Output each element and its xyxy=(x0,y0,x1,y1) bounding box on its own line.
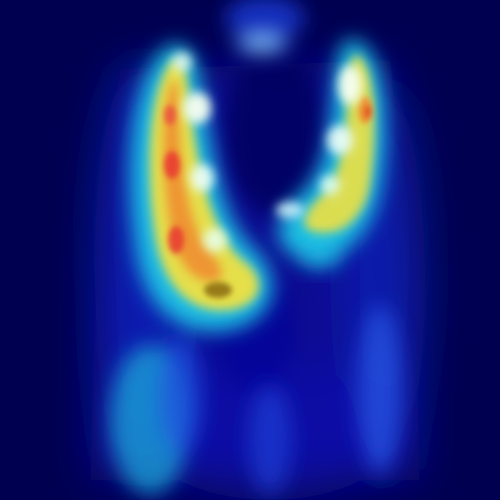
left-white-spot-2 xyxy=(190,164,214,192)
left-white-spot-4 xyxy=(172,52,192,72)
left-dark-olive-spot xyxy=(204,282,232,298)
top-neck-glow xyxy=(225,0,305,54)
right-red-spot xyxy=(364,105,372,119)
right-hotspot-arc xyxy=(276,39,386,260)
left-red-spot-1 xyxy=(164,151,180,179)
center-limb xyxy=(248,385,292,495)
lower-limbs xyxy=(110,305,402,495)
right-white-spot-1 xyxy=(338,65,362,105)
left-red-spot-3 xyxy=(164,105,176,125)
left-white-spot-3 xyxy=(203,228,227,252)
left-red-spot-2 xyxy=(168,226,184,254)
right-white-spot-4 xyxy=(276,202,304,218)
left-white-spot-1 xyxy=(183,92,211,124)
left-hotspot-arc xyxy=(130,44,273,332)
right-white-spot-2 xyxy=(327,125,353,155)
left-limb-inner xyxy=(158,335,202,455)
right-lower-glow xyxy=(300,241,340,269)
right-limb xyxy=(358,305,402,475)
right-white-spot-3 xyxy=(320,175,340,195)
